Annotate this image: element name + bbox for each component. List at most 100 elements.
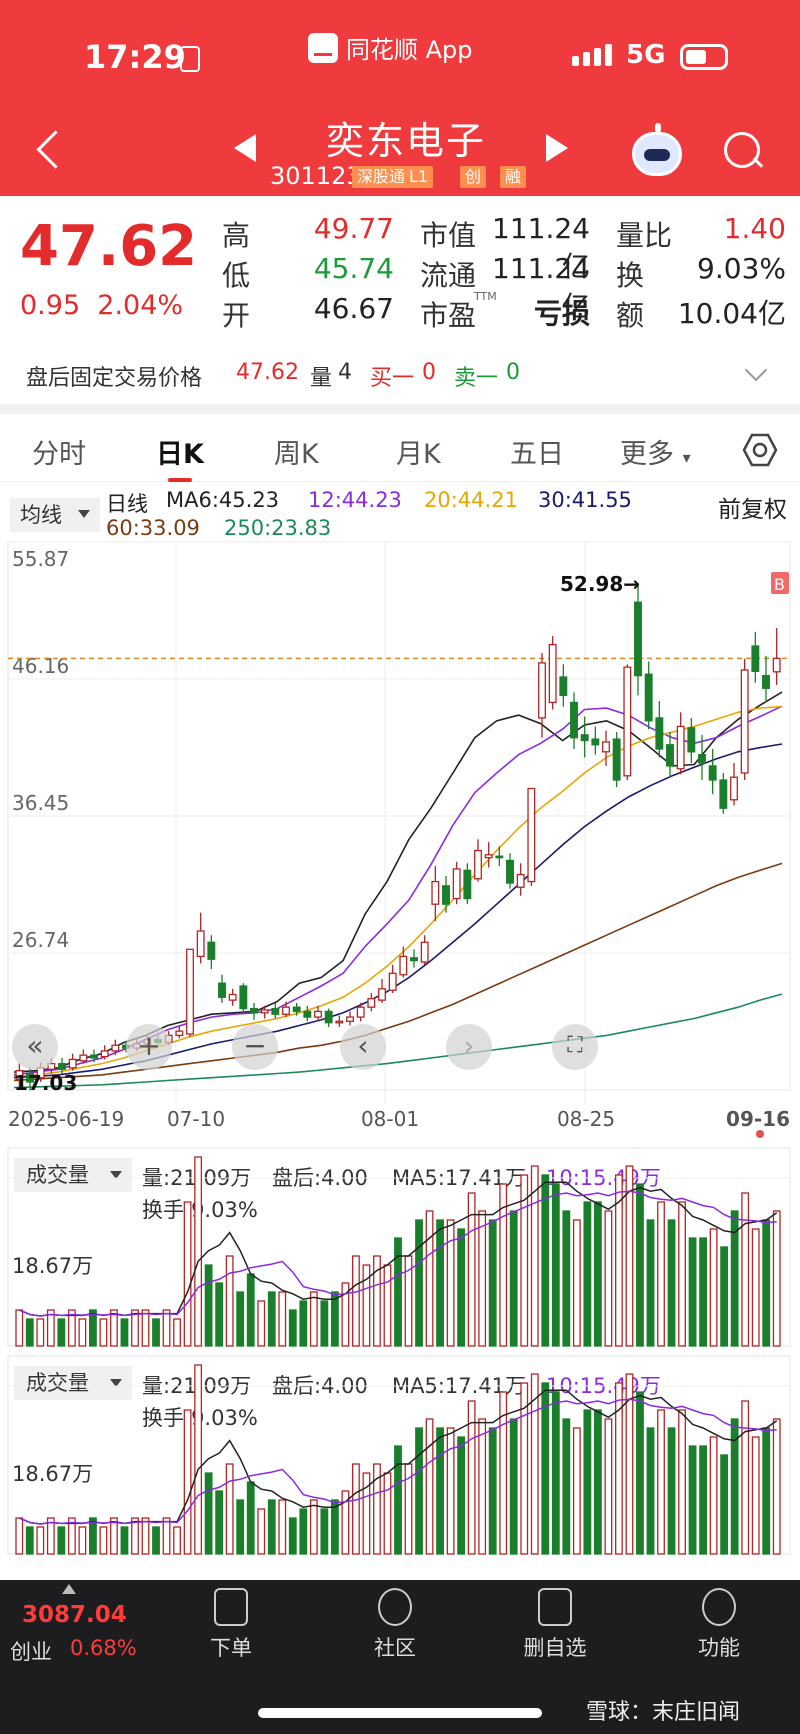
prev-stock-button[interactable] xyxy=(234,134,256,162)
candle-body xyxy=(410,957,418,962)
stock-code: 301123 xyxy=(270,162,362,190)
volume-bar xyxy=(572,1427,581,1555)
double-chevron-left-icon: « xyxy=(26,1029,44,1062)
volume-bar xyxy=(688,1237,697,1347)
value-pe: 亏损 xyxy=(533,297,590,330)
candle-body xyxy=(548,643,557,704)
buy-marker-label: B xyxy=(774,575,785,594)
volume-bar xyxy=(173,1318,181,1347)
community-star-icon xyxy=(378,1588,412,1626)
index-value[interactable]: 3087.04 xyxy=(22,1602,127,1628)
candle-body xyxy=(186,948,194,1035)
tab-daily-k[interactable]: 日K xyxy=(156,439,204,470)
volume-bar xyxy=(330,1499,339,1555)
volume-bar xyxy=(762,1427,771,1555)
volume-bar xyxy=(46,1517,55,1555)
candle-body xyxy=(442,885,450,905)
volume-bar xyxy=(373,1463,381,1555)
vol-after-1: 盘后:4.00 xyxy=(272,1166,368,1190)
volume-bar xyxy=(225,1463,234,1555)
volume-bar xyxy=(509,1418,518,1555)
y-tick-label: 36.45 xyxy=(12,791,69,815)
afterhours-vol: 4 xyxy=(338,360,352,385)
label-ratio: 量比 xyxy=(616,219,673,252)
ma-select-button[interactable]: 均线 xyxy=(10,498,100,532)
volume-bar xyxy=(120,1526,129,1555)
value-mcap: 111.24亿 xyxy=(492,212,590,283)
high-marker-label: 52.98→ xyxy=(560,572,640,596)
volume-bar xyxy=(246,1481,255,1555)
nav-order[interactable]: 下单 xyxy=(176,1588,286,1662)
fullscreen-button[interactable]: ⛶ xyxy=(552,1024,598,1070)
tab-more[interactable]: 更多 ▾ xyxy=(620,432,691,471)
volume-bar xyxy=(467,1192,476,1347)
value-ratio: 1.40 xyxy=(723,212,786,245)
candle-body xyxy=(228,993,237,1001)
volume-ma10-line xyxy=(19,1190,777,1317)
volume-bar xyxy=(67,1309,76,1347)
next-stock-button[interactable] xyxy=(546,134,568,162)
top-header: 17:29 同花顺 App 5G 奕东电子 301123 深股通 L1 创 融 xyxy=(0,0,800,196)
section-separator xyxy=(0,404,800,414)
zoom-out-far-button[interactable]: « xyxy=(12,1024,58,1070)
nav-functions[interactable]: 功能 xyxy=(664,1588,774,1662)
volume-bar xyxy=(110,1517,118,1555)
assistant-robot-icon[interactable] xyxy=(632,123,682,176)
tag-rong: 融 xyxy=(500,166,527,188)
scroll-left-button[interactable]: ‹ xyxy=(340,1024,386,1070)
volume-bar xyxy=(593,1409,602,1555)
tab-monthly-k[interactable]: 月K xyxy=(396,439,441,470)
candle-body xyxy=(570,701,578,739)
candle-body xyxy=(676,725,685,770)
tab-weekly-k[interactable]: 周K xyxy=(274,439,319,470)
signal-icon xyxy=(572,44,612,66)
settings-icon[interactable] xyxy=(742,432,778,468)
candle-body xyxy=(26,1072,34,1083)
y-tick-label: 55.87 xyxy=(12,547,69,571)
nav-community[interactable]: 社区 xyxy=(340,1588,450,1662)
adjust-mode-label[interactable]: 前复权 xyxy=(718,497,787,523)
afterhours-row[interactable]: 盘后固定交易价格 47.62 量 4 买一 0 卖一 0 xyxy=(0,352,800,396)
kline-chart[interactable]: 55.87 46.16 36.45 26.74 52.98→ 17.03 B 2025-06-… xyxy=(0,0,800,1160)
zoom-out-button[interactable]: − xyxy=(232,1024,278,1070)
search-icon[interactable] xyxy=(722,130,762,170)
volume-bar xyxy=(720,1454,729,1555)
volume-bar xyxy=(604,1210,613,1347)
candle-body xyxy=(516,873,525,888)
home-indicator xyxy=(258,1708,542,1718)
x-tick-label: 08-25 xyxy=(557,1107,615,1131)
candle-body xyxy=(772,657,781,673)
volume-bar xyxy=(36,1526,45,1555)
value-amount: 10.04亿 xyxy=(677,297,786,330)
vol-ma10-1: 10:15.49万 xyxy=(546,1166,661,1190)
volume-select-button-1[interactable]: 成交量 xyxy=(14,1158,132,1192)
volume-bar xyxy=(415,1219,423,1347)
volume-bar xyxy=(257,1508,266,1555)
candle-body xyxy=(388,972,397,991)
vol-ma5-2: MA5:17.41万 xyxy=(392,1374,527,1398)
tab-fenshi[interactable]: 分时 xyxy=(32,439,86,470)
volume-bar xyxy=(699,1445,708,1555)
vol-turnover-1: 换手:9.03% xyxy=(142,1198,258,1222)
current-price: 47.62 xyxy=(20,214,198,279)
volume-bar xyxy=(667,1219,676,1347)
tag-l1: L1 xyxy=(404,166,434,188)
nav-functions-label: 功能 xyxy=(698,1636,740,1660)
candle-body xyxy=(378,988,386,1001)
zoom-in-button[interactable]: + xyxy=(126,1024,172,1070)
candle-body xyxy=(751,645,760,673)
scroll-right-button[interactable]: › xyxy=(446,1024,492,1070)
volume-bar xyxy=(225,1255,234,1347)
volume-select-button-2[interactable]: 成交量 xyxy=(14,1366,132,1400)
volume-bar xyxy=(373,1255,381,1347)
nav-remove-watchlist[interactable]: 删自选 xyxy=(500,1588,610,1662)
afterhours-label: 盘后固定交易价格 xyxy=(26,366,203,391)
candle-body xyxy=(708,765,717,781)
candle-body xyxy=(474,849,482,880)
tab-five-day[interactable]: 五日 xyxy=(510,439,564,470)
candle-body xyxy=(314,1010,322,1018)
index-change: 0.68% xyxy=(70,1636,137,1660)
volume-bar xyxy=(425,1210,434,1347)
volume-bar xyxy=(636,1183,644,1347)
